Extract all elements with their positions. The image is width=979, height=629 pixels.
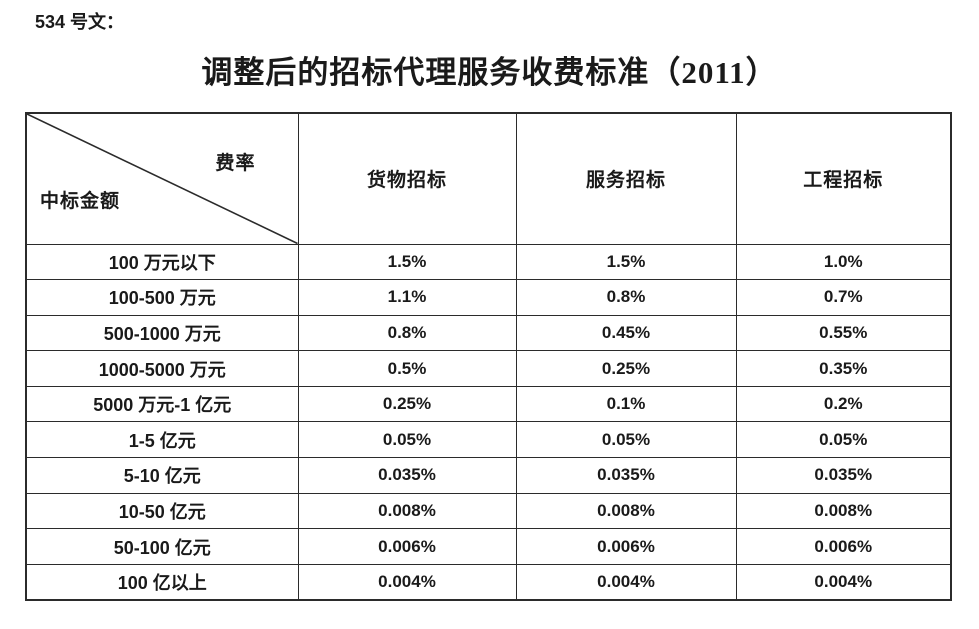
rate-cell: 0.7% xyxy=(735,279,952,316)
amount-cell: 5-10 亿元 xyxy=(25,457,299,494)
table-row: 1000-5000 万元 0.5% 0.25% 0.35% xyxy=(25,350,952,387)
rate-cell: 0.8% xyxy=(515,279,737,316)
rate-cell: 1.5% xyxy=(515,243,737,281)
rate-cell: 0.05% xyxy=(735,421,952,459)
rate-cell: 0.45% xyxy=(515,314,737,352)
rate-cell: 0.25% xyxy=(297,385,517,423)
rate-cell: 1.5% xyxy=(297,243,517,281)
diagonal-divider-line xyxy=(27,114,298,244)
rate-cell: 0.006% xyxy=(735,528,952,565)
amount-cell: 100-500 万元 xyxy=(25,279,299,316)
column-header-goods-bidding: 货物招标 xyxy=(297,112,517,245)
amount-cell: 100 万元以下 xyxy=(25,243,299,281)
amount-cell: 10-50 亿元 xyxy=(25,492,299,530)
table-row: 500-1000 万元 0.8% 0.45% 0.55% xyxy=(25,314,952,352)
rate-cell: 0.2% xyxy=(735,385,952,423)
table-row: 100-500 万元 1.1% 0.8% 0.7% xyxy=(25,279,952,316)
fee-rate-table: 费率 中标金额 货物招标 服务招标 工程招标 100 万元以下 1.5% 1.5… xyxy=(25,112,952,601)
table-row: 100 亿以上 0.004% 0.004% 0.004% xyxy=(25,563,952,601)
corner-rate-label: 费率 xyxy=(215,153,256,174)
rate-cell: 0.05% xyxy=(515,421,737,459)
rate-cell: 0.8% xyxy=(297,314,517,352)
table-row: 100 万元以下 1.5% 1.5% 1.0% xyxy=(25,243,952,281)
rate-cell: 0.008% xyxy=(515,492,737,530)
rate-cell: 0.035% xyxy=(515,457,737,494)
rate-cell: 0.35% xyxy=(735,350,952,387)
amount-cell: 5000 万元-1 亿元 xyxy=(25,385,299,423)
rate-cell: 0.035% xyxy=(735,457,952,494)
rate-cell: 1.0% xyxy=(735,243,952,281)
rate-cell: 0.008% xyxy=(735,492,952,530)
amount-cell: 50-100 亿元 xyxy=(25,528,299,565)
header-row: 费率 中标金额 货物招标 服务招标 工程招标 xyxy=(25,112,952,245)
rate-cell: 0.006% xyxy=(515,528,737,565)
amount-cell: 100 亿以上 xyxy=(25,563,299,601)
page-title: 调整后的招标代理服务收费标准（2011） xyxy=(201,55,778,90)
rate-cell: 0.55% xyxy=(735,314,952,352)
rate-cell: 1.1% xyxy=(297,279,517,316)
rate-cell: 0.25% xyxy=(515,350,737,387)
amount-cell: 1000-5000 万元 xyxy=(25,350,299,387)
rate-cell: 0.008% xyxy=(297,492,517,530)
table-row: 5000 万元-1 亿元 0.25% 0.1% 0.2% xyxy=(25,385,952,423)
rate-cell: 0.1% xyxy=(515,385,737,423)
rate-cell: 0.006% xyxy=(297,528,517,565)
table-row: 50-100 亿元 0.006% 0.006% 0.006% xyxy=(25,528,952,565)
table-row: 10-50 亿元 0.008% 0.008% 0.008% xyxy=(25,492,952,530)
amount-cell: 1-5 亿元 xyxy=(25,421,299,459)
rate-cell: 0.004% xyxy=(515,563,737,601)
table-row: 1-5 亿元 0.05% 0.05% 0.05% xyxy=(25,421,952,459)
column-header-services-bidding: 服务招标 xyxy=(515,112,737,245)
rate-cell: 0.035% xyxy=(297,457,517,494)
corner-amount-label: 中标金额 xyxy=(40,191,121,212)
doc-number-label: 534 号文： xyxy=(35,12,125,32)
corner-header-cell: 费率 中标金额 xyxy=(25,112,299,245)
rate-cell: 0.004% xyxy=(735,563,952,601)
amount-cell: 500-1000 万元 xyxy=(25,314,299,352)
rate-cell: 0.5% xyxy=(297,350,517,387)
table-row: 5-10 亿元 0.035% 0.035% 0.035% xyxy=(25,457,952,494)
column-header-works-bidding: 工程招标 xyxy=(735,112,952,245)
rate-cell: 0.05% xyxy=(297,421,517,459)
rate-cell: 0.004% xyxy=(297,563,517,601)
